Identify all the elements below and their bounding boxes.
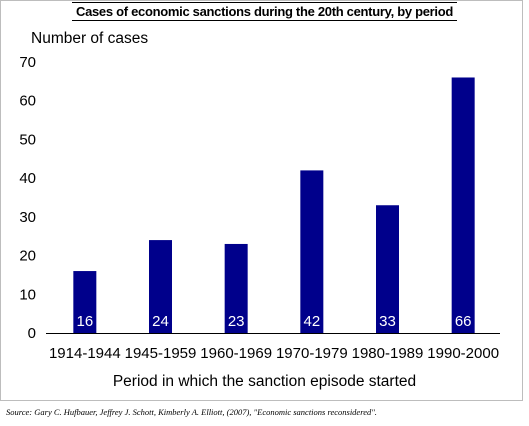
- chart-title: Cases of economic sanctions during the 2…: [0, 2, 529, 21]
- y-tick-label: 40: [19, 170, 36, 187]
- chart-frame: [0, 0, 523, 401]
- y-tick-label: 10: [19, 286, 36, 303]
- data-label: 66: [455, 313, 472, 330]
- x-tick-label: 1970-1979: [276, 345, 348, 362]
- y-tick-label: 60: [19, 93, 36, 110]
- data-label: 24: [152, 313, 169, 330]
- data-label: 16: [76, 313, 93, 330]
- x-axis-label: Period in which the sanction episode sta…: [112, 373, 417, 390]
- bar: [149, 240, 172, 333]
- y-tick-label: 0: [28, 325, 36, 342]
- bar: [451, 77, 475, 333]
- data-label: 23: [228, 313, 245, 330]
- x-tick-label: 1914-1944: [49, 345, 121, 362]
- bar: [73, 271, 97, 333]
- x-tick-label: 1945-1959: [125, 345, 197, 362]
- x-tick-label: 1960-1969: [200, 345, 272, 362]
- source-note: Source: Gary C. Hufbauer, Jeffrey J. Sch…: [6, 407, 377, 417]
- y-tick-label: 30: [19, 209, 36, 226]
- bar: [224, 243, 248, 333]
- data-label: 42: [303, 313, 320, 330]
- y-tick-label: 50: [19, 131, 36, 148]
- y-axis-label: Number of cases: [31, 30, 149, 47]
- x-tick-label: 1990-2000: [427, 345, 499, 362]
- x-tick-label: 1980-1989: [352, 345, 424, 362]
- bar: [300, 170, 324, 333]
- y-tick-label: 20: [19, 248, 36, 265]
- bar: [376, 205, 399, 333]
- y-tick-label: 70: [19, 54, 36, 71]
- data-label: 33: [379, 313, 396, 330]
